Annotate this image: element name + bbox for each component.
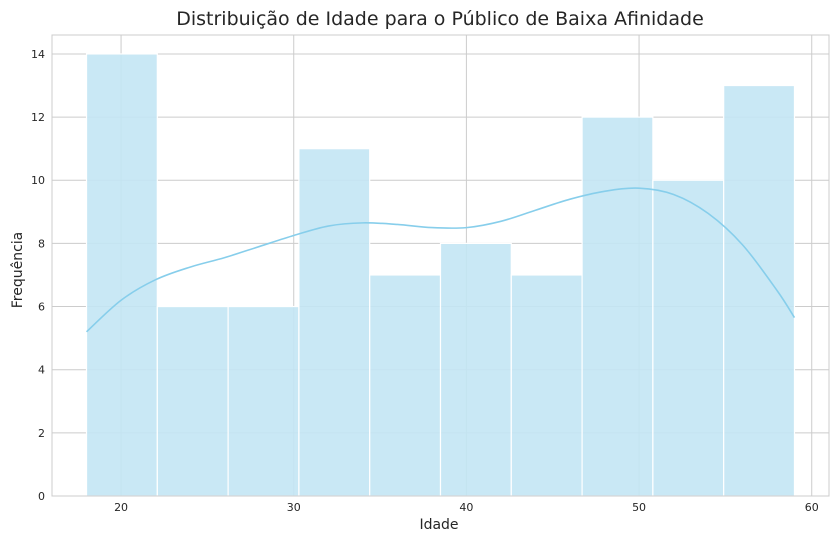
histogram-bar bbox=[652, 179, 725, 497]
axes bbox=[51, 34, 830, 497]
x-tick-label: 20 bbox=[114, 501, 128, 514]
kde-curve bbox=[85, 187, 796, 333]
y-tick-label: 4 bbox=[38, 364, 45, 377]
y-axis-title: Frequência bbox=[10, 232, 26, 309]
histogram-bar bbox=[510, 274, 583, 497]
bars bbox=[85, 53, 796, 497]
histogram-bar bbox=[85, 53, 158, 497]
histogram-bar bbox=[439, 242, 512, 497]
x-tick-label: 60 bbox=[805, 501, 819, 514]
chart-title: Distribuição de Idade para o Público de … bbox=[176, 8, 704, 30]
x-tick-label: 30 bbox=[287, 501, 301, 514]
tick-labels: 20 30 40 50 60 0 2 4 6 8 10 12 14 bbox=[31, 48, 819, 514]
histogram-bar bbox=[723, 84, 796, 497]
y-tick-label: 8 bbox=[38, 237, 45, 250]
histogram-bar bbox=[581, 116, 654, 497]
y-tick-label: 12 bbox=[31, 111, 45, 124]
histogram-bar bbox=[369, 274, 442, 497]
x-tick-label: 50 bbox=[632, 501, 646, 514]
x-axis-title: Idade bbox=[419, 517, 458, 533]
kde-line bbox=[85, 187, 796, 333]
y-tick-label: 10 bbox=[31, 174, 45, 187]
histogram-bar bbox=[156, 305, 229, 497]
histogram-bar bbox=[227, 305, 300, 497]
y-tick-label: 14 bbox=[31, 48, 45, 61]
histogram-bar bbox=[298, 148, 371, 497]
x-tick-label: 40 bbox=[459, 501, 473, 514]
y-tick-label: 2 bbox=[38, 427, 45, 440]
y-tick-label: 6 bbox=[38, 301, 45, 314]
plot-frame bbox=[51, 34, 830, 497]
y-tick-label: 0 bbox=[38, 490, 45, 503]
